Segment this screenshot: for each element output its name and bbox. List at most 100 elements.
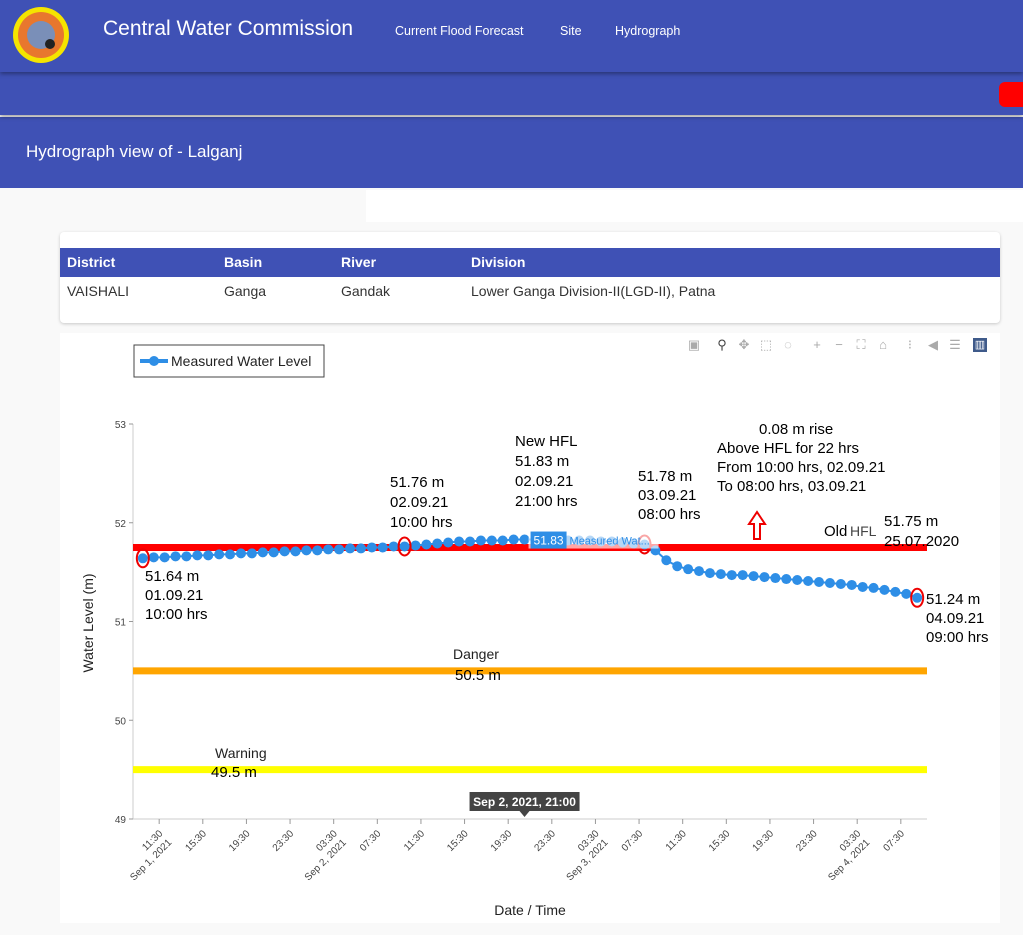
data-point[interactable] bbox=[225, 549, 236, 560]
data-point[interactable] bbox=[421, 539, 432, 550]
data-point[interactable] bbox=[672, 561, 683, 572]
danger-value-label: 50.5 m bbox=[455, 667, 501, 684]
data-point[interactable] bbox=[235, 548, 246, 559]
nav-site[interactable]: Site bbox=[560, 24, 582, 38]
data-point[interactable] bbox=[715, 569, 726, 580]
data-point[interactable] bbox=[901, 588, 912, 599]
data-point[interactable] bbox=[377, 542, 388, 553]
data-point[interactable] bbox=[748, 571, 759, 582]
data-point[interactable] bbox=[835, 578, 846, 589]
autoscale-icon[interactable]: ⛶ bbox=[856, 337, 866, 352]
x-tick-label: 15:30 bbox=[183, 828, 209, 854]
data-point[interactable] bbox=[846, 579, 857, 590]
data-point[interactable] bbox=[443, 537, 454, 548]
data-point[interactable] bbox=[661, 555, 672, 566]
data-point[interactable] bbox=[694, 566, 705, 577]
data-point[interactable] bbox=[203, 550, 214, 561]
data-point[interactable] bbox=[159, 552, 170, 563]
nav-hydrograph[interactable]: Hydrograph bbox=[615, 24, 681, 38]
table-header: District Basin River Division bbox=[60, 248, 1000, 277]
alert-button[interactable] bbox=[999, 82, 1023, 107]
x-tick-label: 23:30 bbox=[532, 828, 558, 854]
data-point[interactable] bbox=[355, 543, 366, 554]
data-point[interactable] bbox=[497, 535, 508, 546]
data-point[interactable] bbox=[148, 552, 159, 563]
warning-label: Warning bbox=[215, 745, 267, 761]
data-point[interactable] bbox=[814, 577, 825, 587]
data-point[interactable] bbox=[792, 575, 803, 586]
legend-label[interactable]: Measured Water Level bbox=[171, 353, 311, 369]
data-point[interactable] bbox=[345, 543, 356, 554]
hover-compare-icon[interactable]: ☰ bbox=[949, 337, 961, 352]
annotation-new-hfl: 21:00 hrs bbox=[515, 493, 578, 510]
data-point[interactable] bbox=[388, 541, 399, 552]
data-point[interactable] bbox=[465, 536, 476, 547]
data-point[interactable] bbox=[726, 570, 737, 581]
data-point[interactable] bbox=[279, 546, 290, 557]
data-point[interactable] bbox=[257, 547, 268, 558]
cwc-logo[interactable] bbox=[13, 7, 69, 63]
data-point[interactable] bbox=[170, 551, 181, 562]
data-point[interactable] bbox=[323, 544, 334, 555]
data-point[interactable] bbox=[181, 551, 192, 562]
nav-current-flood-forecast[interactable]: Current Flood Forecast bbox=[395, 24, 524, 38]
data-point[interactable] bbox=[879, 584, 890, 595]
data-point[interactable] bbox=[912, 592, 923, 603]
data-point[interactable] bbox=[137, 553, 148, 564]
data-point[interactable] bbox=[868, 582, 879, 593]
reset-axes-icon[interactable]: ⌂ bbox=[879, 337, 887, 352]
data-point[interactable] bbox=[781, 574, 792, 585]
data-point[interactable] bbox=[454, 536, 465, 547]
data-point[interactable] bbox=[246, 548, 257, 559]
data-point[interactable] bbox=[890, 586, 901, 597]
danger-label: Danger bbox=[453, 646, 499, 662]
annotation-hfl-crossing: 10:00 hrs bbox=[390, 514, 453, 531]
data-point[interactable] bbox=[683, 564, 694, 575]
x-tick-label: 11:30 bbox=[402, 828, 427, 853]
cell-district: VAISHALI bbox=[67, 283, 129, 299]
zoom-icon[interactable]: ⚲ bbox=[717, 337, 727, 352]
hover-closest-icon[interactable]: ◀ bbox=[928, 337, 938, 352]
data-point[interactable] bbox=[399, 541, 410, 552]
annotation-start: 51.64 m bbox=[145, 568, 199, 585]
zoom-in-icon[interactable]: + bbox=[813, 337, 821, 352]
spike-lines-icon[interactable]: ⁝ bbox=[907, 337, 913, 352]
data-point[interactable] bbox=[192, 550, 203, 561]
data-point[interactable] bbox=[214, 549, 225, 560]
data-point[interactable] bbox=[475, 535, 486, 546]
data-point[interactable] bbox=[366, 542, 377, 553]
data-point[interactable] bbox=[301, 545, 312, 556]
data-point[interactable] bbox=[508, 534, 519, 545]
data-point[interactable] bbox=[857, 581, 868, 592]
data-point[interactable] bbox=[704, 568, 715, 579]
data-point[interactable] bbox=[486, 535, 497, 546]
data-point[interactable] bbox=[770, 573, 781, 584]
y-tick-label: 49 bbox=[115, 815, 127, 826]
box-select-icon[interactable]: ⬚ bbox=[759, 337, 773, 352]
pan-icon[interactable]: ✥ bbox=[738, 337, 750, 352]
hover-x-label: Sep 2, 2021, 21:00 bbox=[473, 795, 576, 809]
annotation-new-hfl: New HFL bbox=[515, 433, 578, 450]
data-point[interactable] bbox=[312, 545, 323, 556]
data-point[interactable] bbox=[334, 544, 345, 555]
brand-title[interactable]: Central Water Commission bbox=[103, 17, 354, 40]
cell-basin: Ganga bbox=[224, 283, 267, 299]
data-point[interactable] bbox=[803, 576, 814, 587]
data-point[interactable] bbox=[519, 534, 530, 545]
x-tick-label: 11:30 bbox=[664, 828, 689, 853]
data-point[interactable] bbox=[737, 570, 748, 581]
camera-icon[interactable]: ▣ bbox=[687, 337, 701, 352]
lasso-icon[interactable]: ◌ bbox=[784, 337, 792, 352]
plotly-logo-icon[interactable]: ▥ bbox=[973, 338, 987, 352]
data-point[interactable] bbox=[410, 540, 421, 551]
zoom-out-icon[interactable]: − bbox=[835, 337, 843, 352]
data-point[interactable] bbox=[290, 546, 301, 557]
data-point[interactable] bbox=[824, 577, 835, 588]
data-point[interactable] bbox=[268, 547, 279, 558]
marked-point-ring bbox=[135, 548, 150, 569]
data-point[interactable] bbox=[759, 572, 770, 583]
hover-x-pointer bbox=[519, 811, 530, 817]
x-tick-label: 15:30 bbox=[445, 828, 471, 854]
data-point[interactable] bbox=[432, 538, 443, 549]
